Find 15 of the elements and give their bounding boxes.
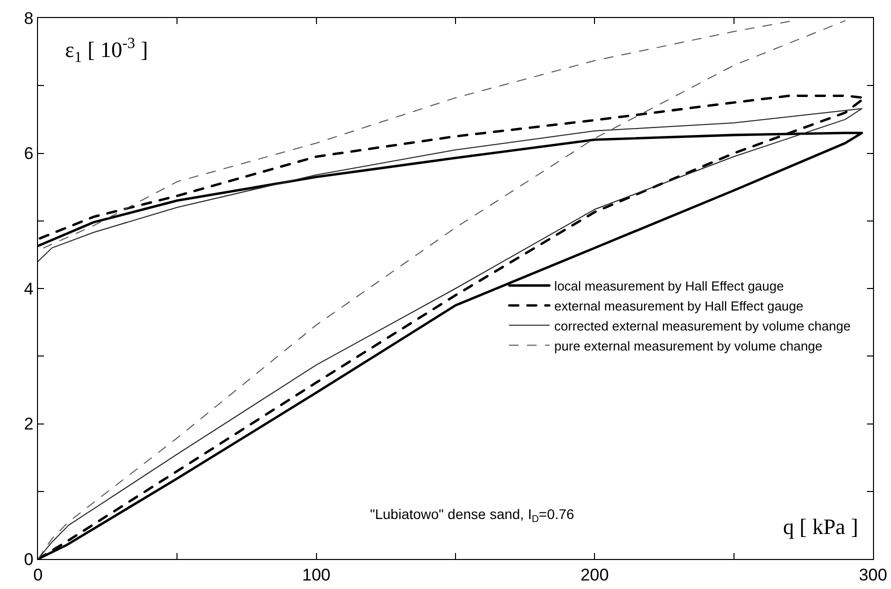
x-axis-title: q [ kPa ] [783, 514, 858, 539]
y-tick-label: 8 [24, 8, 34, 28]
y-tick-label: 0 [24, 550, 34, 569]
y-axis-title: ε$_{1}$ [ 10$^{-3}$ ] [65, 35, 148, 66]
x-tick-label: 200 [580, 566, 609, 584]
legend-label: external measurement by Hall Effect gauge [554, 298, 804, 314]
legend-label: pure external measurement by volume change [554, 338, 822, 354]
x-tick-label: 300 [858, 566, 888, 584]
y-tick-label: 6 [24, 144, 34, 164]
legend-label: local measurement by Hall Effect gauge [554, 278, 784, 294]
legend-label: corrected external measurement by volume change [554, 318, 851, 334]
x-tick-label: 100 [302, 566, 331, 584]
y-tick-label: 2 [24, 414, 34, 434]
y-tick-label: 4 [24, 279, 34, 298]
annotation: "Lubiatowo" dense sand, I$_{D}$=0.76 [370, 506, 574, 525]
